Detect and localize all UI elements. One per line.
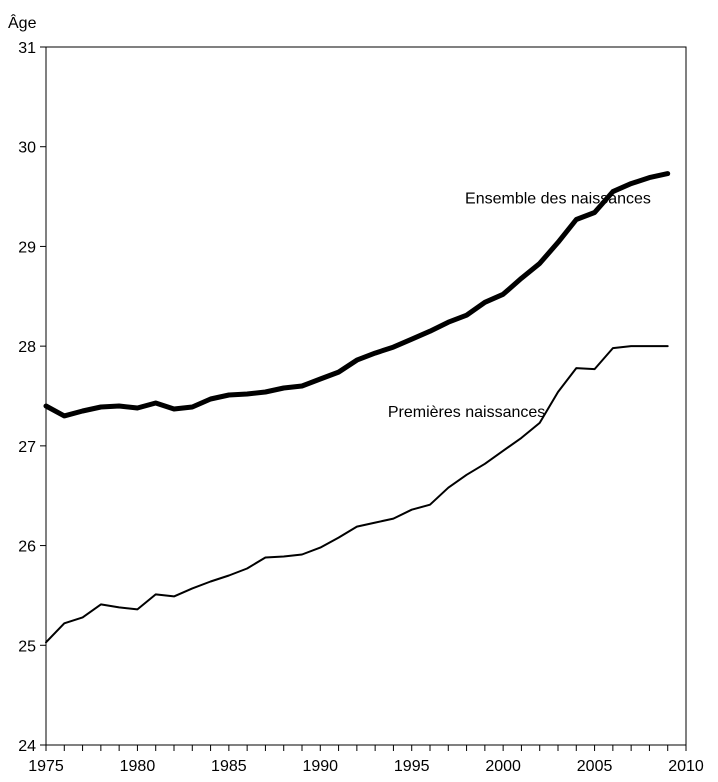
x-tick-label: 1980 <box>120 758 156 775</box>
y-tick-label: 27 <box>18 439 36 456</box>
y-tick-label: 30 <box>18 140 36 157</box>
x-tick-label: 1995 <box>394 758 430 775</box>
series-line-ensemble <box>43 171 671 419</box>
x-tick-label: 1985 <box>211 758 247 775</box>
x-tick-label: 1975 <box>28 758 64 775</box>
y-tick-label: 24 <box>18 738 36 755</box>
series-labels: Ensemble des naissances Premières naissan… <box>388 191 651 421</box>
plot-frame <box>45 46 687 746</box>
x-tick-label: 1990 <box>302 758 338 775</box>
series-group <box>43 171 671 644</box>
y-tick-label: 29 <box>18 239 36 256</box>
series-line-premieres <box>45 345 669 644</box>
series-label-ensemble: Ensemble des naissances <box>465 191 651 208</box>
x-tick-label: 2010 <box>668 758 704 775</box>
y-tick-label: 31 <box>18 40 36 57</box>
axes: 24 25 26 27 28 29 30 31 1975 1980 1985 1990 1995 2000… <box>18 40 704 775</box>
x-tick-label: 2000 <box>485 758 521 775</box>
y-tick-label: 25 <box>18 638 36 655</box>
y-tick-label: 28 <box>18 339 36 356</box>
x-tick-label: 2005 <box>577 758 613 775</box>
series-label-premieres: Premières naissances <box>388 404 545 421</box>
y-tick-label: 26 <box>18 539 36 556</box>
y-axis-title: Âge <box>8 13 37 32</box>
